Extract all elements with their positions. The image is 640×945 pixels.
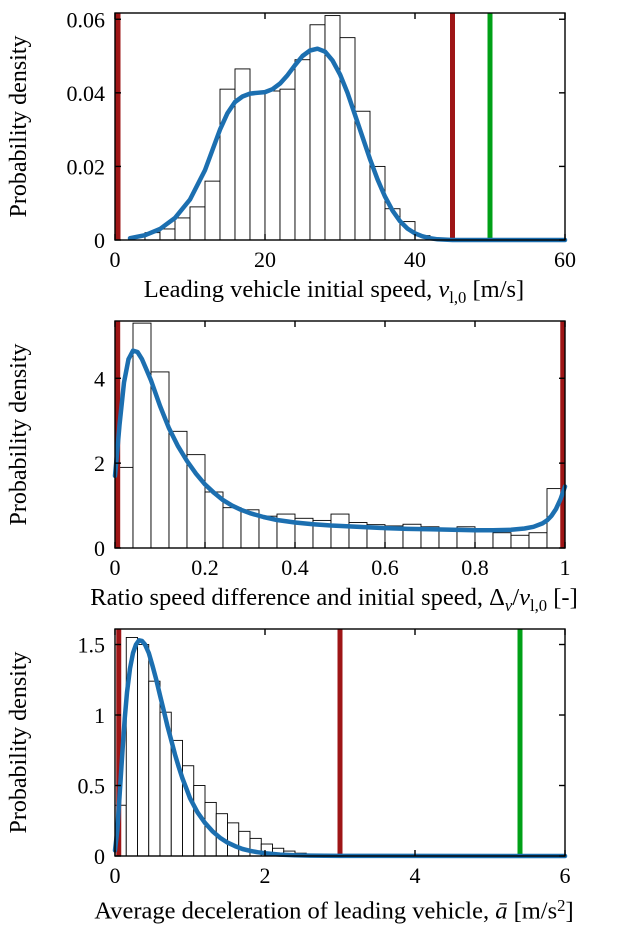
x-tick-label: 0.8 <box>461 555 489 580</box>
y-tick-label: 1 <box>94 703 105 728</box>
x-tick-label: 0 <box>110 555 121 580</box>
xlabel-segment: v <box>504 595 513 615</box>
figure-initial-speed: 0 20 40 60 0 0.02 0.04 0.06 Probability density … <box>0 5 640 313</box>
plot-frame <box>114 320 566 549</box>
hist-bar <box>330 513 350 549</box>
y-tick-label: 0 <box>94 228 105 253</box>
x-axis-label: Ratio speed difference and initial speed… <box>0 581 640 621</box>
x-tick-label: 60 <box>554 247 576 272</box>
x-tick-label: 0.2 <box>191 555 219 580</box>
x-tick-label: 20 <box>254 247 276 272</box>
x-tick-label: 0.6 <box>371 555 399 580</box>
kde-curve <box>112 638 568 859</box>
x-tick-label: 40 <box>404 247 426 272</box>
hist-bar <box>309 24 326 241</box>
hist-bar <box>279 88 296 241</box>
x-tick-label: 1 <box>560 555 571 580</box>
hist-bar <box>324 15 341 241</box>
hist-bar <box>474 529 494 549</box>
plot-speed-ratio: 0 0.2 0.4 0.6 0.8 1 0 2 4 Probability density <box>6 320 571 580</box>
xlabel-segment: / <box>512 584 520 611</box>
histogram-bars <box>114 322 566 549</box>
hist-bar <box>222 507 242 549</box>
figure-speed-ratio: 0 0.2 0.4 0.6 0.8 1 0 2 4 Probability density Rat… <box>0 313 640 621</box>
x-tick-label: 4 <box>410 863 421 888</box>
xlabel-segment: Ratio speed difference and initial speed… <box>90 584 490 611</box>
xlabel-segment: 2 <box>557 896 566 915</box>
xlabel-segment: ] <box>565 897 574 925</box>
xlabel-segment: v <box>519 584 530 611</box>
xlabel-segment: [m/s] <box>466 276 525 303</box>
hist-bar <box>148 680 161 857</box>
hist-bar <box>492 532 512 549</box>
x-tick-label: 6 <box>560 863 571 888</box>
y-tick-label: 0.02 <box>67 154 106 179</box>
xlabel-segment: l,0 <box>449 287 467 307</box>
xlabel-segment: l,0 <box>530 595 548 615</box>
hist-bar <box>159 228 176 241</box>
x-tick-label: 0 <box>110 863 121 888</box>
x-tick-label: 0.4 <box>281 555 309 580</box>
plot-deceleration: 0 2 4 6 0 0.5 1 1.5 Probability density <box>6 628 571 888</box>
xlabel-segment: Δ <box>489 584 505 611</box>
figure-deceleration: 0 2 4 6 0 0.5 1 1.5 Probability density Average … <box>0 621 640 929</box>
axis-ticks: 0 2 4 6 0 0.5 1 1.5 <box>78 629 571 888</box>
plot-frame <box>114 628 566 857</box>
xlabel-segment: Leading vehicle initial speed, <box>143 276 439 303</box>
hist-bar <box>227 822 240 857</box>
y-axis-label: Probability density <box>6 36 32 218</box>
histogram-bars <box>129 15 431 241</box>
plot-frame <box>114 12 566 241</box>
hist-bar <box>204 180 221 241</box>
y-tick-label: 0 <box>94 536 105 561</box>
xlabel-segment: [m/s <box>507 897 558 925</box>
hist-bar <box>339 37 356 241</box>
hist-bar <box>510 534 530 549</box>
y-axis-label: Probability density <box>6 652 32 834</box>
hist-bar <box>528 532 548 549</box>
y-tick-label: 0.04 <box>67 81 106 106</box>
x-axis-label: Average deceleration of leading vehicle,… <box>0 889 640 929</box>
hist-bar <box>174 217 191 241</box>
hist-bar <box>264 90 281 241</box>
hist-bar <box>150 371 170 549</box>
y-tick-label: 2 <box>94 451 105 476</box>
hist-bar <box>249 92 266 241</box>
xlabel-segment: v <box>438 276 450 303</box>
hist-bar <box>137 644 150 857</box>
x-axis-label: Leading vehicle initial speed, vl,0 [m/s… <box>0 273 640 313</box>
x-tick-label: 2 <box>260 863 271 888</box>
axis-ticks: 0 0.2 0.4 0.6 0.8 1 0 2 4 <box>94 321 571 580</box>
y-tick-label: 4 <box>94 366 105 391</box>
y-axis-label: Probability density <box>6 344 32 526</box>
hist-bar <box>294 59 311 241</box>
histogram-bars <box>114 637 318 857</box>
kde-curve <box>127 46 568 243</box>
hist-bar <box>189 206 206 241</box>
y-tick-label: 0.06 <box>67 7 106 32</box>
plot-initial-speed: 0 20 40 60 0 0.02 0.04 0.06 Probability density <box>6 7 577 272</box>
xlabel-segment: [-] <box>547 584 578 611</box>
xlabel-segment: Average deceleration of leading vehicle, <box>94 897 496 925</box>
x-tick-label: 0 <box>110 247 121 272</box>
axis-ticks: 0 20 40 60 0 0.02 0.04 0.06 <box>67 7 577 272</box>
y-tick-label: 0.5 <box>78 774 106 799</box>
y-tick-label: 0 <box>94 844 105 869</box>
xlabel-segment: ā <box>495 897 508 925</box>
kde-curve <box>112 348 568 533</box>
y-tick-label: 1.5 <box>78 633 106 658</box>
